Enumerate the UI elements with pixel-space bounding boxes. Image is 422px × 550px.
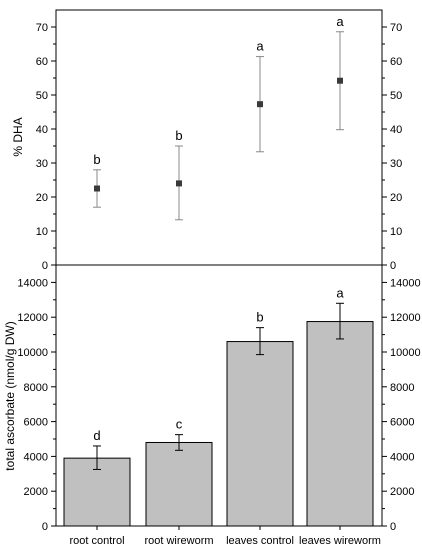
ascorbate-left-axis: 0 2000 4000 6000 8000 10000 12000 14000: [17, 277, 56, 533]
ascorbate-right-axis: 0 2000 4000 6000 8000 10000 12000 14000: [382, 277, 421, 533]
ascorbate-plot-frame: [55, 264, 383, 527]
dha-right-tick-label: 0: [390, 260, 396, 272]
ascorbate-significance-letter: c: [176, 417, 183, 432]
ascorbate-right-tick-label: 0: [390, 521, 396, 533]
dha-plot-frame: [55, 9, 383, 266]
category-label: root control: [69, 535, 124, 547]
category-label: root wireworm: [144, 535, 213, 547]
dha-left-tick-label: 20: [36, 192, 48, 204]
dha-point: [337, 77, 343, 84]
ascorbate-right-tick-label: 10000: [390, 347, 421, 359]
dha-significance-letter: a: [256, 39, 264, 54]
category-label: leaves wireworm: [299, 535, 381, 547]
ascorbate-right-tick-label: 6000: [390, 417, 414, 429]
ascorbate-bar: [226, 341, 294, 527]
ascorbate-data-marks: d c b a: [63, 285, 374, 527]
dha-right-tick-label: 70: [390, 22, 402, 34]
dha-left-tick-label: 0: [42, 260, 48, 272]
ascorbate-bar: [306, 321, 374, 527]
dha-left-tick-label: 60: [36, 56, 48, 68]
ascorbate-significance-letter: b: [256, 310, 263, 325]
ascorbate-left-tick-label: 8000: [24, 382, 48, 394]
ascorbate-left-tick-label: 10000: [17, 347, 48, 359]
dha-right-axis: 0 10 20 30 40 50 60 70: [382, 22, 402, 272]
ascorbate-right-tick-label: 2000: [390, 486, 414, 498]
ascorbate-left-tick-label: 2000: [24, 486, 48, 498]
ascorbate-left-tick-label: 6000: [24, 417, 48, 429]
ascorbate-left-tick-label: 4000: [24, 451, 48, 463]
ascorbate-right-tick-label: 4000: [390, 451, 414, 463]
dha-left-tick-label: 40: [36, 124, 48, 136]
dha-point: [257, 101, 263, 108]
ascorbate-significance-letter: d: [93, 428, 100, 443]
ascorbate-right-tick-label: 8000: [390, 382, 414, 394]
ascorbate-right-tick-label: 12000: [390, 312, 421, 324]
dha-left-axis: 0 10 20 30 40 50 60 70: [36, 22, 56, 272]
dha-left-tick-label: 30: [36, 158, 48, 170]
dha-right-tick-label: 40: [390, 124, 402, 136]
dha-significance-letter: b: [93, 152, 100, 167]
dha-point: [176, 180, 182, 187]
category-axis: root control root wireworm leaves control l…: [69, 526, 381, 547]
dha-y-axis-title: % DHA: [11, 117, 25, 156]
dha-significance-letter: a: [336, 14, 344, 29]
ascorbate-panel: total ascorbate (nmol/g DW) 0 2000 4000 600…: [3, 264, 421, 547]
dha-point: [94, 185, 100, 192]
ascorbate-y-axis-title: total ascorbate (nmol/g DW): [3, 321, 17, 470]
dha-right-tick-label: 60: [390, 56, 402, 68]
ascorbate-right-tick-label: 14000: [390, 277, 421, 289]
dha-left-tick-label: 50: [36, 90, 48, 102]
ascorbate-significance-letter: a: [336, 285, 344, 300]
dha-left-tick-label: 10: [36, 226, 48, 238]
dha-right-tick-label: 30: [390, 158, 402, 170]
dha-left-tick-label: 70: [36, 22, 48, 34]
ascorbate-left-tick-label: 0: [42, 521, 48, 533]
dha-right-tick-label: 50: [390, 90, 402, 102]
ascorbate-left-tick-label: 12000: [17, 312, 48, 324]
dha-right-tick-label: 10: [390, 226, 402, 238]
category-label: leaves control: [226, 535, 294, 547]
dha-data-marks: b b a a: [93, 14, 344, 221]
dha-significance-letter: b: [175, 128, 182, 143]
ascorbate-left-tick-label: 14000: [17, 277, 48, 289]
ascorbate-bar: [145, 441, 213, 527]
dha-right-tick-label: 20: [390, 192, 402, 204]
